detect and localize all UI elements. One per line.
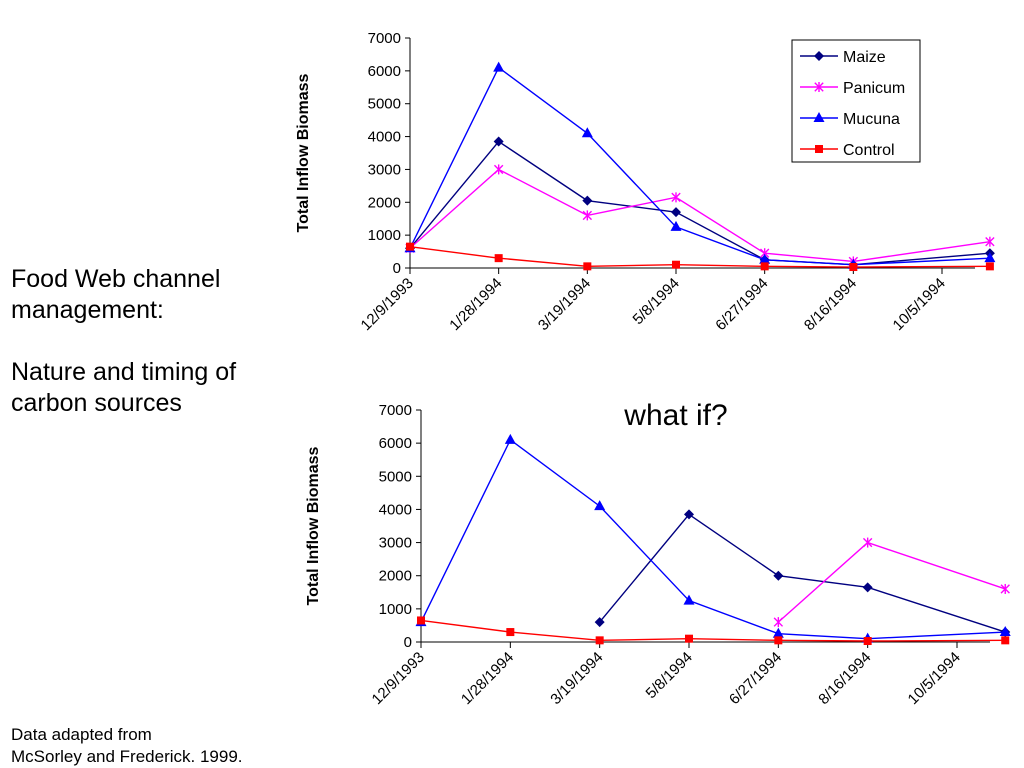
- chart1-y-tick-label: 3000: [368, 161, 401, 178]
- chart1-legend-marker-mucuna: [813, 112, 825, 122]
- chart2-point-control: [595, 636, 604, 645]
- chart2-series-mucuna: [415, 433, 1011, 643]
- chart2-x-tick-label: 10/5/1994: [905, 649, 964, 708]
- chart2-y-tick-label: 4000: [379, 501, 412, 518]
- chart2-x-tick-label: 1/28/1994: [458, 649, 517, 708]
- chart2-y-tick-label: 7000: [379, 402, 412, 419]
- chart2-point-mucuna: [999, 626, 1011, 637]
- chart2-point-panicum: [773, 617, 784, 628]
- chart1-point-mucuna: [984, 252, 996, 263]
- chart2-x-tick-label: 12/9/1993: [369, 649, 428, 708]
- chart2-x-tick-label: 3/19/1994: [547, 649, 606, 708]
- source-note-line1: Data adapted from: [11, 725, 152, 744]
- chart2-point-panicum: [862, 537, 873, 548]
- chart1-point-mucuna: [759, 253, 771, 264]
- chart1-legend-box: [791, 39, 921, 163]
- chart1-point-panicum: [671, 192, 681, 203]
- chart2-line-mucuna: [420, 438, 1006, 640]
- chart2-point-mucuna: [504, 433, 516, 444]
- chart1-legend-item-mucuna: Mucuna: [800, 111, 900, 128]
- chart2-point-control: [774, 636, 783, 645]
- chart2-y-axis-title: Total Inflow Biomass: [305, 446, 322, 605]
- chart1-point-maize: [582, 195, 593, 206]
- chart1-point-panicum: [985, 236, 995, 247]
- chart1-legend-item-control: Control: [800, 142, 895, 159]
- chart2-point-control: [863, 637, 872, 646]
- chart1-point-panicum: [493, 164, 504, 175]
- chart1-legend-label: Maize: [843, 49, 886, 66]
- chart1-legend: Maize Panicum Mucuna Control: [791, 39, 921, 163]
- chart1-point-maize: [493, 136, 504, 147]
- chart2-point-control: [685, 634, 693, 643]
- chart2-point-maize: [684, 509, 694, 520]
- chart2-point-panicum: [1000, 583, 1010, 594]
- chart1-point-control: [494, 254, 503, 263]
- source-note: Data adapted from McSorley and Frederick…: [11, 724, 311, 768]
- source-note-line2: McSorley and Frederick. 1999.: [11, 747, 243, 766]
- chart2-y-tick-label: 6000: [379, 435, 412, 452]
- chart2-series-maize: [594, 509, 1011, 638]
- chart1-y-axis-title: Total Inflow Biomass: [295, 73, 312, 232]
- chart1-point-control: [849, 263, 858, 272]
- chart1-legend-label: Mucuna: [843, 111, 900, 128]
- chart2-x-tick-label: 5/8/1994: [643, 649, 696, 702]
- side-panel: Food Web channel management: Nature and …: [11, 264, 291, 450]
- chart1-point-mucuna: [581, 127, 593, 138]
- chart2-x-tick-label: 6/27/1994: [726, 649, 785, 708]
- chart1-point-control: [760, 262, 769, 271]
- chart1-y-tick-label: 6000: [368, 63, 401, 80]
- chart1-legend-item-panicum: Panicum: [800, 80, 905, 97]
- chart1-y-tick-label: 0: [393, 260, 401, 277]
- chart2-line-panicum: [777, 541, 1006, 623]
- chart1-point-control: [985, 262, 994, 271]
- chart1-point-control: [406, 242, 414, 251]
- chart2-point-maize: [594, 617, 605, 628]
- chart1-point-mucuna: [670, 220, 682, 231]
- chart2-point-maize: [773, 570, 784, 581]
- chart1-legend-label: Control: [843, 142, 895, 159]
- chart2-y-tick-label: 1000: [379, 601, 412, 618]
- chart1-point-maize: [671, 207, 681, 218]
- chart1-legend-marker-maize: [814, 51, 824, 61]
- chart1-legend-marker-panicum: [814, 82, 824, 92]
- chart2-point-control: [506, 628, 515, 637]
- chart1-y-tick-label: 4000: [368, 129, 401, 146]
- chart2-y-tick-label: 5000: [379, 468, 412, 485]
- chart2-x-tick-label: 8/16/1994: [815, 649, 874, 708]
- chart2-point-mucuna: [683, 594, 695, 605]
- chart1-y-tick-label: 5000: [368, 96, 401, 113]
- chart2-point-control: [417, 616, 425, 625]
- chart2-series-control: [417, 616, 1010, 646]
- chart2-y-tick-label: 2000: [379, 568, 412, 585]
- chart1-y-tick-label: 2000: [368, 194, 401, 211]
- chart1-legend-label: Panicum: [843, 80, 905, 97]
- chart1-legend-item-maize: Maize: [800, 49, 886, 66]
- side-subheading: Nature and timing of carbon sources: [11, 358, 237, 417]
- chart2-point-maize: [862, 582, 873, 593]
- chart1-point-control: [583, 262, 592, 271]
- chart1-y-tick-label: 7000: [368, 30, 401, 47]
- chart2-point-control: [1001, 636, 1010, 645]
- chart1-series-control: [406, 242, 994, 272]
- chart2-line-maize: [599, 513, 1006, 633]
- chart-top: 0 1000 2000 3000 4000 5000 6000 7000 Total Inflo…: [295, 30, 996, 334]
- chart2-point-mucuna: [594, 500, 606, 511]
- chart1-point-panicum: [582, 210, 593, 221]
- chart2-y-tick-label: 3000: [379, 535, 412, 552]
- side-heading: Food Web channel management:: [11, 265, 221, 324]
- chart1-point-mucuna: [493, 61, 505, 72]
- chart2-series-panicum: [773, 537, 1010, 628]
- chart2-point-mucuna: [772, 627, 784, 638]
- chart2-y-tick-label: 0: [404, 634, 412, 651]
- chart1-point-control: [672, 260, 680, 269]
- chart2-title: what if?: [623, 399, 727, 432]
- chart1-y-tick-label: 1000: [368, 227, 401, 244]
- chart1-legend-marker-control: [815, 145, 823, 153]
